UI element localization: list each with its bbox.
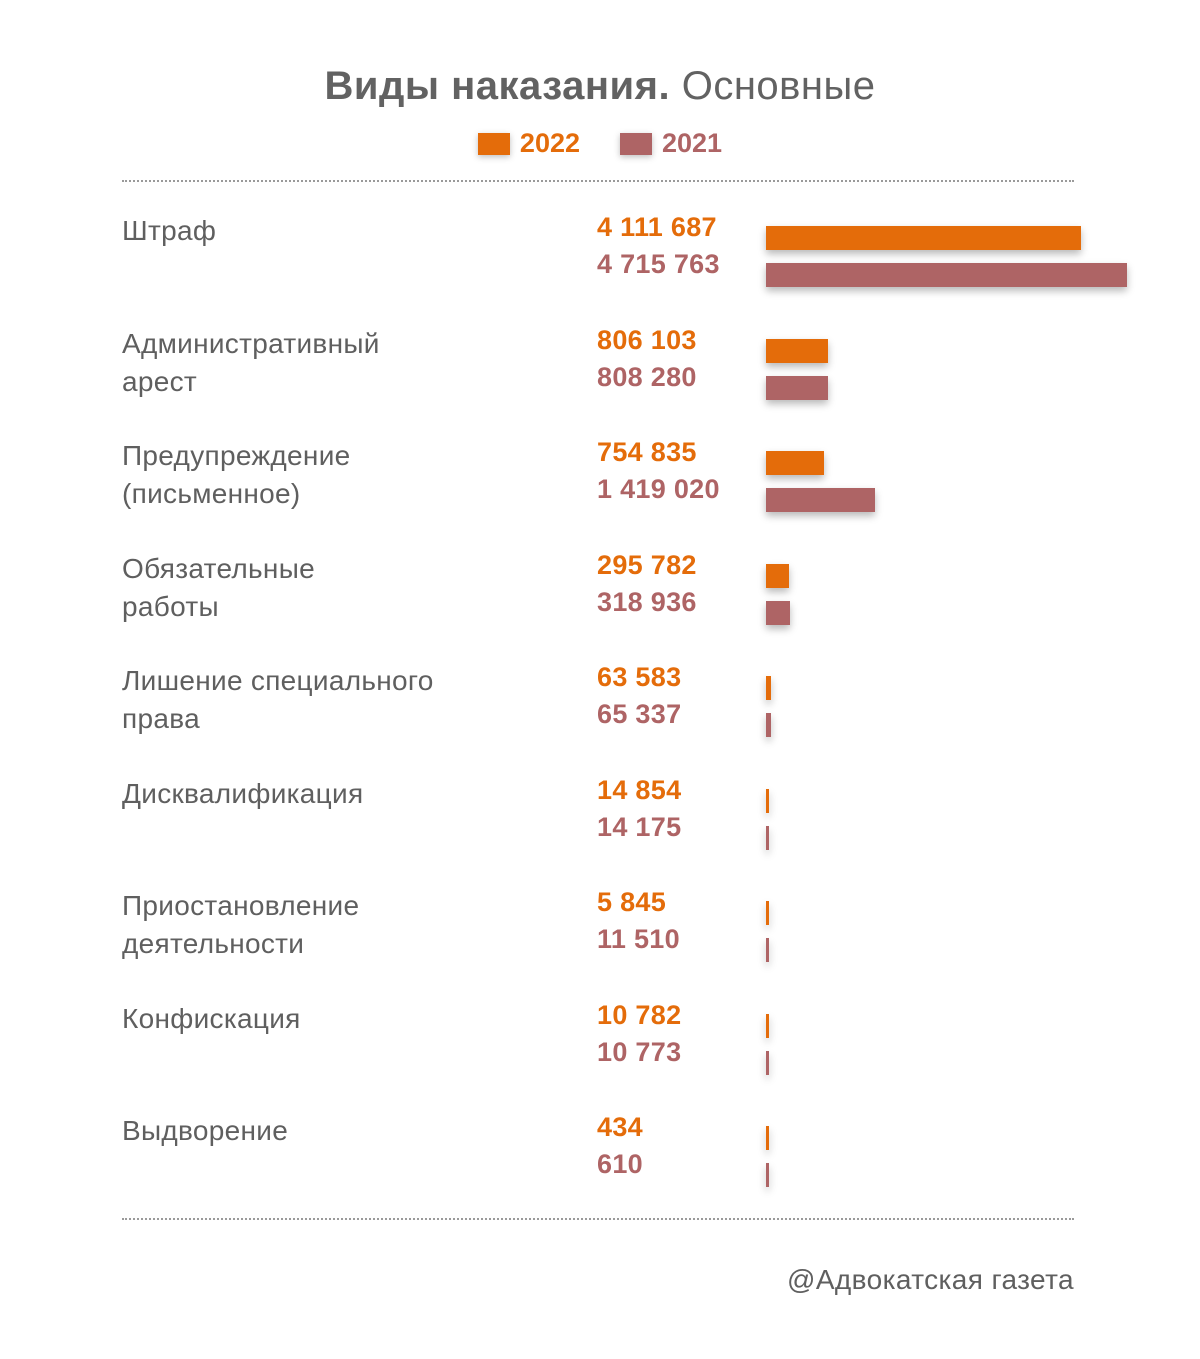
category-label: Административный арест — [122, 325, 542, 401]
source-credit: @Адвокатская газета — [787, 1264, 1074, 1295]
data-label-2022: 14 854 — [597, 774, 682, 805]
category-label-line: работы — [122, 590, 219, 622]
legend: 2022 2021 — [0, 128, 1200, 159]
chart-title: Виды наказания. Основные — [0, 64, 1200, 109]
category-row: Лишение специального права 63 583 65 337 — [0, 662, 1200, 762]
category-label-line: Штраф — [122, 215, 217, 246]
category-label-line: Выдворение — [122, 1115, 289, 1146]
data-label-2022: 434 — [597, 1112, 643, 1142]
bar-2021 — [766, 375, 828, 400]
category-row: Приостановление деятельности 5 845 11 510 — [0, 887, 1200, 987]
data-label-2021: 65 337 — [597, 699, 682, 729]
category-label-line: права — [122, 703, 200, 734]
chart-title-light: Основные — [681, 64, 876, 108]
category-row: Административный арест 806 103 808 280 — [0, 325, 1200, 425]
legend-item-2022: 2022 — [477, 128, 580, 159]
category-label-line: Административный — [122, 327, 380, 359]
category-row: Выдворение 434 610 — [0, 1112, 1200, 1212]
category-label: Штраф — [122, 212, 542, 250]
bar-2022 — [766, 901, 769, 925]
category-label: Дисквалификация — [122, 775, 542, 813]
bar-2021 — [766, 1163, 769, 1187]
data-label-2022: 5 845 — [597, 887, 667, 917]
bar-2022 — [766, 1013, 769, 1038]
bar-2022 — [766, 338, 828, 363]
data-label-2021: 318 936 — [597, 586, 697, 617]
bar-2021 — [766, 600, 790, 625]
bar-2022 — [766, 226, 1081, 250]
data-label-2022: 63 583 — [597, 662, 682, 692]
legend-label-2021: 2021 — [662, 128, 723, 158]
category-label: Лишение специального права — [122, 662, 542, 738]
category-label: Обязательные работы — [122, 550, 542, 626]
category-label: Приостановление деятельности — [122, 887, 542, 963]
data-label-2021: 14 175 — [597, 811, 682, 842]
category-row: Предупреждение (письменное) 754 835 1 419 0… — [0, 437, 1200, 537]
category-row: Конфискация 10 782 10 773 — [0, 1000, 1200, 1100]
category-label-line: Обязательные — [122, 552, 315, 584]
top-divider — [122, 180, 1074, 182]
data-label-2022: 4 111 687 — [597, 212, 717, 242]
category-label-line: Дисквалификация — [122, 777, 364, 809]
bar-2021 — [766, 1050, 769, 1075]
data-label-2021: 808 280 — [597, 361, 697, 392]
bar-2022 — [766, 1126, 769, 1150]
category-label: Конфискация — [122, 1000, 542, 1038]
bar-2021 — [766, 938, 769, 962]
bar-2022 — [766, 451, 824, 475]
bottom-divider — [122, 1218, 1074, 1220]
bar-2021 — [766, 263, 1127, 287]
data-label-2021: 4 715 763 — [597, 249, 720, 279]
category-label-line: деятельности — [122, 928, 305, 959]
legend-item-2021: 2021 — [620, 128, 722, 159]
bar-2021 — [766, 488, 875, 512]
category-row: Штраф 4 111 687 4 715 763 — [0, 212, 1200, 312]
category-label: Предупреждение (письменное) — [122, 437, 542, 513]
legend-label-2022: 2022 — [519, 128, 580, 158]
data-label-2022: 806 103 — [597, 324, 697, 355]
legend-swatch-2022 — [477, 132, 510, 155]
bar-2022 — [766, 788, 769, 813]
category-label-line: Приостановление — [122, 890, 360, 921]
data-label-2021: 1 419 020 — [597, 474, 720, 504]
data-label-2022: 754 835 — [597, 437, 697, 467]
data-label-2021: 610 — [597, 1149, 643, 1179]
category-label-line: (письменное) — [122, 478, 301, 509]
data-label-2021: 10 773 — [597, 1036, 682, 1067]
category-row: Дисквалификация 14 854 14 175 — [0, 775, 1200, 875]
data-label-2022: 295 782 — [597, 549, 697, 580]
category-label-line: Предупреждение — [122, 440, 351, 471]
data-label-2022: 10 782 — [597, 999, 682, 1030]
category-label: Выдворение — [122, 1112, 542, 1150]
bar-2022 — [766, 563, 789, 588]
legend-swatch-2021 — [620, 132, 652, 155]
bar-2021 — [766, 713, 771, 737]
data-label-2021: 11 510 — [597, 924, 680, 954]
bar-2021 — [766, 825, 769, 850]
chart-title-bold: Виды наказания. — [324, 64, 671, 108]
category-label-line: Конфискация — [122, 1002, 301, 1034]
category-label-line: Лишение специального — [122, 665, 434, 696]
bar-2022 — [766, 676, 771, 700]
category-row: Обязательные работы 295 782 318 936 — [0, 550, 1200, 650]
category-label-line: арест — [122, 365, 198, 397]
